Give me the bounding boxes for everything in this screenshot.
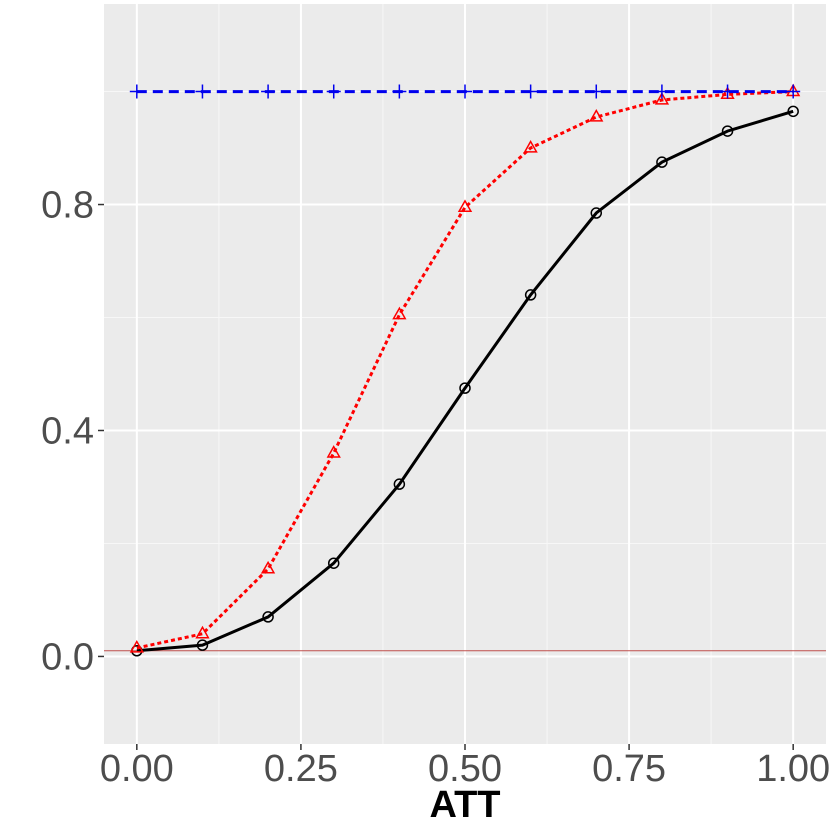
data-point: [195, 84, 210, 99]
x-tick-label: 1.00: [756, 748, 830, 790]
data-point: [589, 84, 604, 99]
data-point: [656, 156, 668, 168]
x-tick-label: 0.75: [592, 748, 666, 790]
x-tick-label: 0.50: [428, 748, 502, 790]
series-group: [129, 83, 801, 657]
x-tick-label: 0.25: [264, 748, 338, 790]
series-3: [129, 84, 801, 99]
data-point: [720, 84, 735, 99]
data-point: [721, 125, 734, 137]
data-point: [326, 445, 341, 458]
series-line: [136, 90, 794, 650]
data-point: [326, 84, 341, 99]
x-tick-label: 0.00: [100, 748, 174, 790]
data-point: [393, 478, 406, 490]
data-point: [654, 91, 670, 105]
data-point: [129, 84, 144, 99]
series-line: [136, 109, 794, 653]
data-point: [260, 560, 276, 574]
series-1: [131, 105, 799, 657]
data-point: [261, 84, 276, 99]
x-axis-title: ATT: [429, 784, 500, 826]
grid: [104, 4, 826, 744]
data-point: [590, 207, 603, 219]
data-point: [392, 84, 407, 99]
data-point: [523, 139, 538, 153]
data-point: [195, 625, 210, 639]
data-point: [392, 306, 407, 320]
data-point: [786, 84, 801, 99]
y-tick-label: 0.4: [41, 410, 94, 452]
data-point: [654, 84, 669, 99]
y-tick-label: 0.0: [41, 636, 94, 678]
axes: 0.00 0.25 0.50 0.75 1.00 0.0 0.4 0.8: [41, 185, 830, 790]
data-point: [787, 105, 799, 118]
data-point: [523, 84, 538, 99]
data-point: [524, 289, 537, 301]
data-point: [457, 199, 473, 213]
data-point: [129, 639, 144, 653]
y-tick-label: 0.8: [41, 185, 94, 227]
data-point: [458, 84, 472, 99]
data-point: [589, 108, 604, 122]
data-point: [262, 611, 274, 623]
data-point: [327, 557, 340, 569]
data-point: [196, 639, 209, 651]
data-point: [459, 382, 471, 394]
